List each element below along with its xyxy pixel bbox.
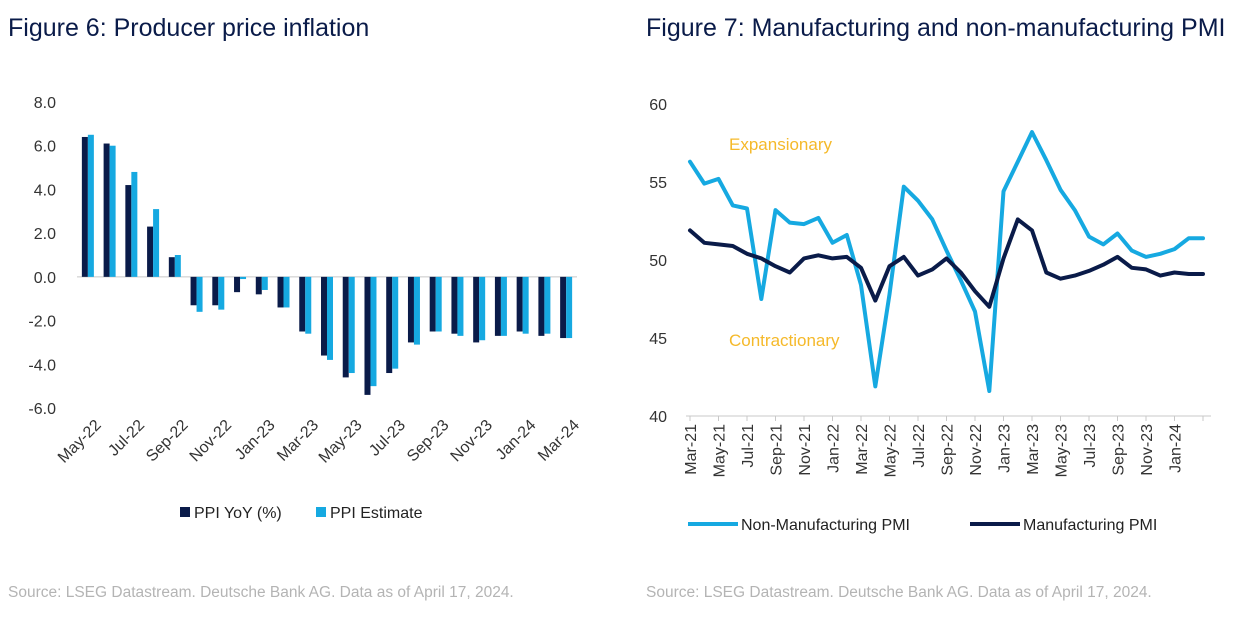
ppi-bar [305,276,312,334]
ppi-bar [457,276,464,336]
legend-label-ppi-yoy: PPI YoY (%) [194,505,282,522]
ppi-bar [131,171,138,277]
ppi-bar [125,185,132,277]
legend-label-ppi-estimate: PPI Estimate [330,505,423,522]
ppi-bar [516,276,523,332]
y-tick-label: 8.0 [34,95,56,112]
ppi-bar [342,276,349,378]
manufacturing-pmi-line [688,217,1205,309]
ppi-bar [283,276,290,308]
ppi-bar [413,276,420,345]
ppi-bar [348,276,355,374]
y-tick-label: 55 [649,175,667,192]
ppi-bar [544,276,551,334]
ppi-bar [327,276,333,360]
y-tick-label: 40 [649,409,667,426]
y-tick-label: 4.0 [34,182,56,199]
ppi-bar [364,276,371,395]
ppi-bar [147,226,154,277]
ppi-bar [103,143,110,277]
y-tick-label: -2.0 [28,314,56,331]
x-tick-label: Jul-23 [1082,424,1099,468]
ppi-bar [386,276,393,374]
legend-swatch-ppi-estimate [316,507,326,517]
ppi-bar [473,276,480,343]
x-tick-label: Nov-21 [797,424,814,476]
y-tick-label: 60 [649,97,667,114]
ppi-bar [212,276,219,306]
non-manufacturing-pmi-line [688,130,1205,393]
annotation-expansionary: Expansionary [729,135,833,154]
ppi-bar [407,276,414,343]
ppi-bar [522,276,529,334]
x-tick-label: Jan-23 [997,424,1014,473]
ppi-bar [538,276,545,336]
legend-label-manufacturing: Manufacturing PMI [1023,517,1157,534]
ppi-bar [240,276,247,280]
left-source-note: Source: LSEG Datastream. Deutsche Bank A… [8,584,514,601]
ppi-bar [321,276,327,356]
ppi-bar [392,276,399,369]
ppi-bar [435,276,442,332]
annotation-contractionary: Contractionary [729,331,840,350]
y-tick-label: 45 [649,331,667,348]
ppi-bar [218,276,225,310]
right-source-note: Source: LSEG Datastream. Deutsche Bank A… [646,584,1152,601]
x-tick-label: Sep-23 [1111,424,1128,476]
y-tick-label: 2.0 [34,226,56,243]
y-tick-label: 0.0 [34,270,56,287]
ppi-bar [560,276,567,339]
ppi-bar [81,136,88,277]
x-tick-label: Jan-24 [1168,424,1185,473]
y-tick-label: -4.0 [28,357,56,374]
right-chart-title: Figure 7: Manufacturing and non-manufact… [646,14,1226,42]
y-tick-label: -6.0 [28,401,56,418]
legend-label-non-manufacturing: Non-Manufacturing PMI [741,517,910,534]
x-tick-label: May-23 [1054,424,1071,477]
ppi-bar [261,276,268,290]
x-tick-label: Nov-23 [1139,424,1156,476]
x-tick-label: Jul-22 [911,424,928,468]
ppi-bar [168,257,175,277]
x-tick-label: Mar-23 [1025,424,1042,475]
left-chart-title: Figure 6: Producer price inflation [8,14,370,42]
ppi-bar [174,255,181,277]
ppi-bar [109,145,116,277]
x-tick-label: Nov-22 [968,424,985,476]
ppi-bar [277,276,284,308]
y-tick-label: 50 [649,253,667,270]
ppi-bar [494,276,501,336]
x-tick-label: Jan-22 [826,424,843,473]
ppi-bar [153,209,160,277]
ppi-bar [500,276,507,336]
x-tick-label: May-22 [883,424,900,477]
ppi-bar [234,276,241,293]
x-tick-label: Sep-21 [769,424,786,476]
legend-swatch-ppi-yoy [180,507,190,517]
ppi-bar [255,276,262,295]
x-tick-label: Sep-22 [940,424,957,476]
ppi-bar [566,276,573,339]
ppi-bar [479,276,486,341]
ppi-bar [196,276,203,312]
ppi-bar [451,276,458,334]
ppi-bar [429,276,436,332]
ppi-bar [190,276,197,306]
x-tick-label: Jul-21 [740,424,757,468]
x-tick-label: May-21 [712,424,729,477]
y-tick-label: 6.0 [34,139,56,156]
x-tick-label: Mar-21 [683,424,700,475]
ppi-bar [299,276,306,332]
ppi-bar [370,276,377,387]
x-tick-label: Mar-22 [854,424,871,475]
ppi-bar [87,134,94,277]
